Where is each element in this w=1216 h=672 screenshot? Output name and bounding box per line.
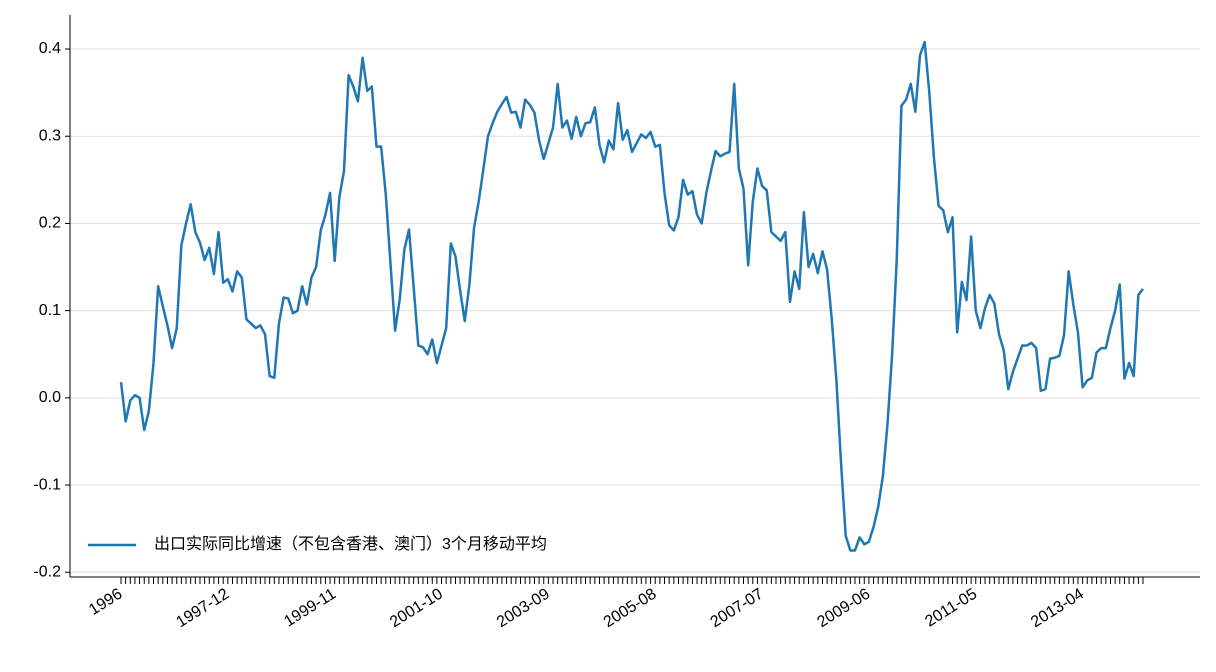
y-tick-label: -0.2 — [33, 563, 61, 580]
x-tick-label: 2013-04 — [1028, 585, 1087, 631]
x-tick-label: 2005-08 — [601, 585, 660, 631]
y-tick-label: 0.0 — [39, 389, 61, 406]
y-tick-label: 0.4 — [39, 40, 61, 57]
x-tick-label: 2009-06 — [814, 585, 873, 631]
x-tick-label: 2001-10 — [387, 585, 446, 631]
y-tick-label: 0.1 — [39, 302, 61, 319]
line-series — [119, 40, 1144, 552]
x-tick-label: 2007-07 — [708, 585, 767, 631]
legend-label: 出口实际同比增速（不包含香港、澳门）3个月移动平均 — [154, 535, 547, 553]
y-tick-label: 0.2 — [39, 215, 61, 232]
x-tick-label: 2011-05 — [922, 585, 980, 630]
y-tick-label: -0.1 — [33, 476, 61, 493]
x-tick-label: 2003-09 — [494, 585, 553, 631]
y-tick-label: 0.3 — [39, 127, 61, 144]
x-tick-label: 1999-11 — [281, 585, 339, 630]
x-tick-label: 1996 — [86, 585, 125, 618]
x-tick-label: 1997-12 — [173, 585, 232, 631]
